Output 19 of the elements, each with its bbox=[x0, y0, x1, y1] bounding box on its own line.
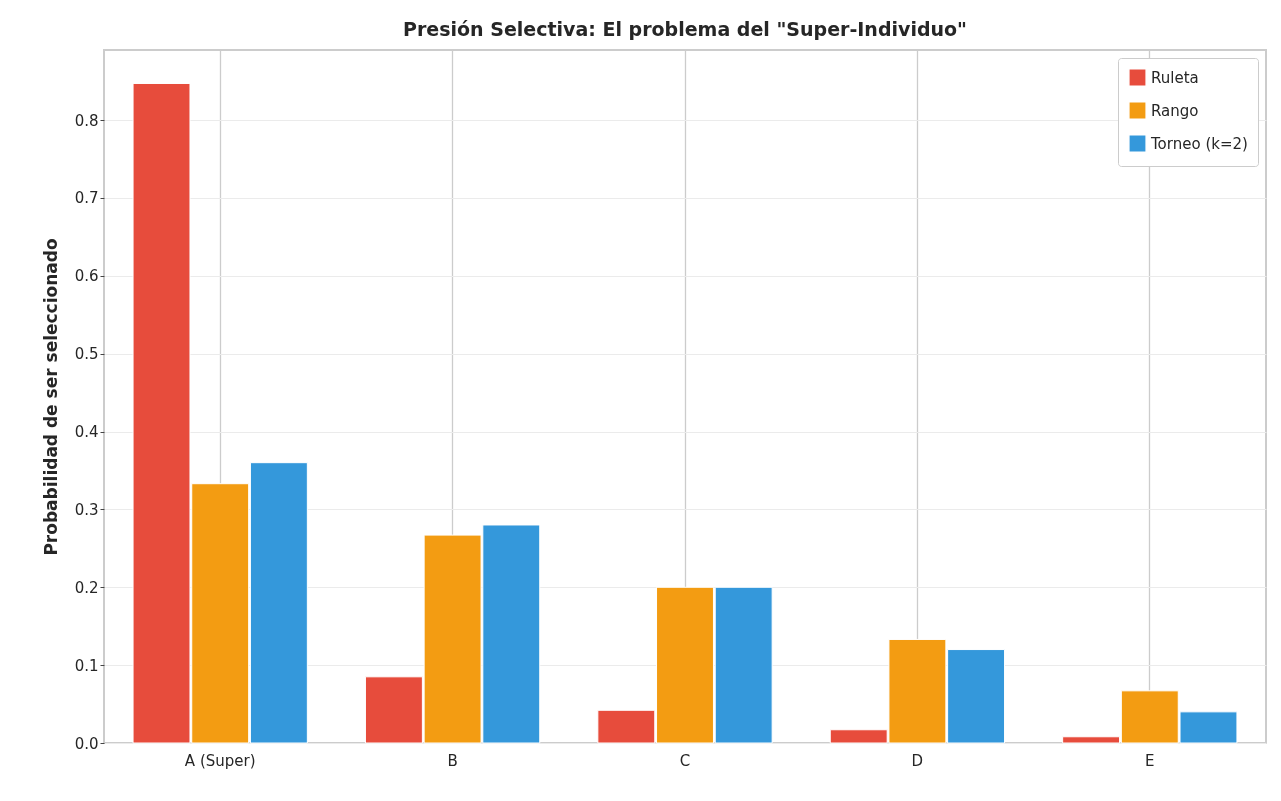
x-tick-label: A (Super) bbox=[184, 751, 256, 770]
y-axis-title: Probabilidad de ser seleccionado bbox=[40, 238, 61, 556]
x-tick-label: D bbox=[911, 751, 924, 770]
y-tick-label: 0.4 bbox=[74, 423, 99, 442]
legend-label: Ruleta bbox=[1151, 68, 1199, 87]
legend-label: Torneo (k=2) bbox=[1150, 134, 1248, 153]
legend-label: Rango bbox=[1151, 101, 1199, 120]
x-tick-label: C bbox=[679, 751, 691, 770]
y-tick-label: 0.1 bbox=[74, 656, 99, 675]
x-tick-label: B bbox=[447, 751, 458, 770]
y-tick-label: 0.6 bbox=[74, 267, 99, 286]
y-tick-label: 0.2 bbox=[74, 578, 99, 597]
y-tick-label: 0.0 bbox=[74, 734, 99, 753]
chart-title: Presión Selectiva: El problema del "Super-Individuo" bbox=[403, 18, 967, 40]
y-tick-label: 0.7 bbox=[74, 189, 99, 208]
y-tick-label: 0.5 bbox=[74, 345, 99, 364]
y-tick-label: 0.3 bbox=[74, 500, 99, 519]
y-tick-label: 0.8 bbox=[74, 111, 99, 130]
x-tick-label: E bbox=[1145, 751, 1155, 770]
